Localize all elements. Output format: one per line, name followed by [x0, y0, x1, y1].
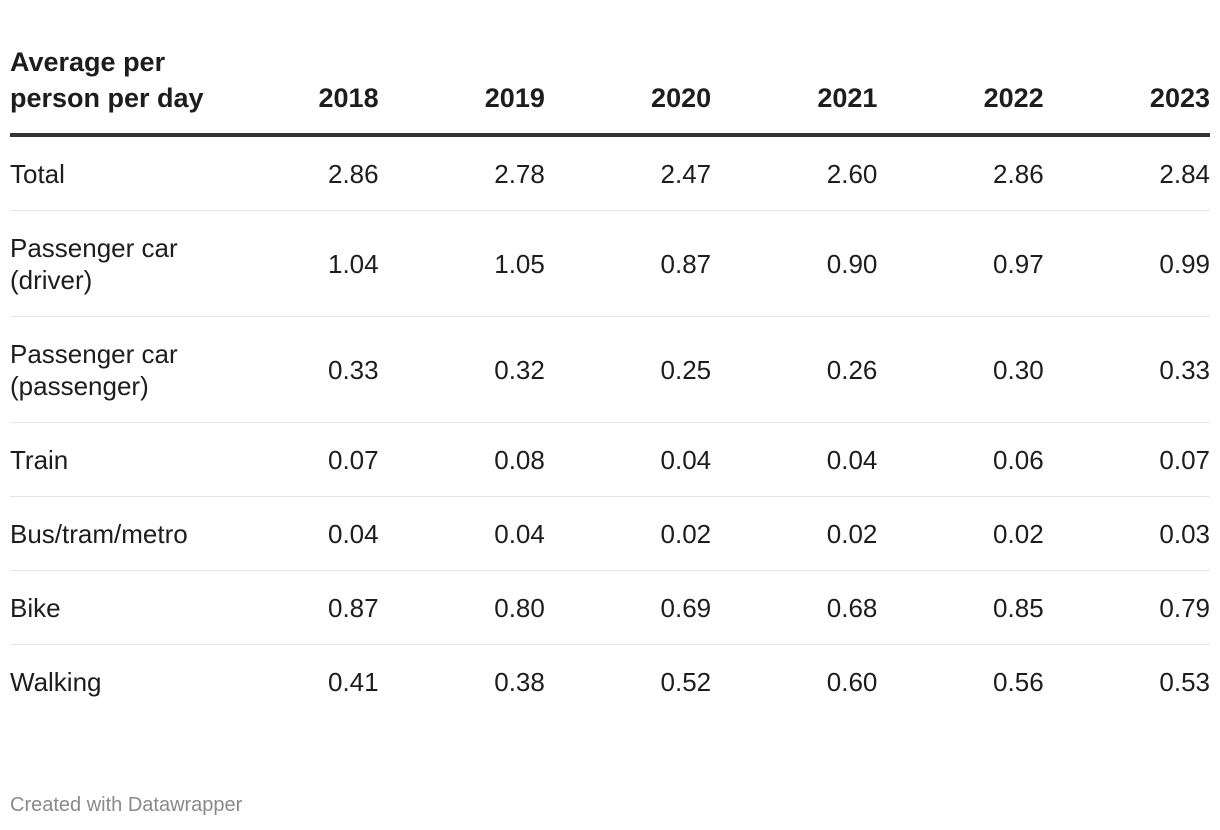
- table-cell: 0.97: [877, 210, 1044, 317]
- column-header: 2022: [877, 44, 1044, 137]
- row-label: Bus/tram/metro: [10, 496, 213, 571]
- table-cell: 0.30: [877, 316, 1044, 423]
- table-cell: 0.04: [711, 422, 878, 497]
- table-row: Bus/tram/metro 0.04 0.04 0.02 0.02 0.02 0.03: [10, 496, 1210, 571]
- data-table-container: Average per person per day 2018 2019 202…: [10, 44, 1210, 718]
- table-cell: 0.25: [544, 316, 712, 423]
- table-cell: 2.60: [711, 135, 878, 211]
- table-cell: 1.05: [378, 210, 545, 317]
- table-cell: 0.52: [660, 666, 712, 697]
- table-cell: 0.85: [877, 570, 1044, 645]
- column-header: 2020: [544, 44, 712, 137]
- table-cell: 0.26: [711, 316, 878, 423]
- table-cell: 0.03: [1043, 496, 1210, 571]
- table-cell: 0.02: [544, 496, 712, 571]
- table-cell: 0.53: [1159, 666, 1210, 697]
- table-cell: 0.69: [544, 570, 712, 645]
- table-body: Total 2.86 2.78 2.47 2.60 2.86 2.84 Passenger c…: [10, 135, 1210, 718]
- row-label: Passenger car (passenger): [10, 316, 213, 423]
- row-label: Bike: [10, 570, 213, 645]
- table-cell: 2.47: [544, 135, 712, 211]
- column-header: 2021: [711, 44, 878, 137]
- table-cell: 0.87: [212, 570, 379, 645]
- table-cell: 0.04: [378, 496, 545, 571]
- table-header-row: Average per person per day 2018 2019 202…: [10, 44, 1210, 137]
- table-row: Passenger car (driver) 1.04 1.05 0.87 0.90 0.…: [10, 210, 1210, 317]
- table-cell: 0.68: [711, 570, 878, 645]
- table-cell: 2.86: [212, 135, 379, 211]
- row-label: Passenger car (driver): [10, 210, 213, 317]
- table-row: Train 0.07 0.08 0.04 0.04 0.06 0.07: [10, 422, 1210, 497]
- table-row: Total 2.86 2.78 2.47 2.60 2.86 2.84: [10, 135, 1210, 211]
- row-label: Train: [10, 422, 213, 497]
- table-cell: 0.90: [711, 210, 878, 317]
- table-cell: 2.86: [877, 135, 1044, 211]
- table-cell: 0.02: [877, 496, 1044, 571]
- table-cell: 0.33: [1043, 316, 1210, 423]
- table-cell: 0.87: [544, 210, 712, 317]
- table-cell: 0.32: [378, 316, 545, 423]
- table-row: Bike 0.87 0.80 0.69 0.68 0.85 0.79: [10, 570, 1210, 645]
- table-cell: 0.60: [826, 666, 878, 697]
- table-cell: 0.80: [378, 570, 545, 645]
- header-label: Average per person per day: [10, 44, 213, 137]
- table-cell: 0.08: [378, 422, 545, 497]
- table-cell: 0.41: [327, 666, 379, 697]
- table-cell: 0.04: [544, 422, 712, 497]
- column-header: 2023: [1043, 44, 1210, 137]
- table-cell: 0.56: [993, 666, 1044, 697]
- table-cell: 1.04: [212, 210, 379, 317]
- table-cell: 0.07: [212, 422, 379, 497]
- column-header: 2019: [378, 44, 545, 137]
- footer-credit: Created with Datawrapper: [10, 794, 243, 816]
- row-label: Total: [10, 135, 213, 211]
- row-label: Walking: [10, 666, 102, 697]
- table-cell: 0.33: [212, 316, 379, 423]
- table-cell: 0.04: [212, 496, 379, 571]
- table-cell: 0.06: [877, 422, 1044, 497]
- table-cell: 0.07: [1043, 422, 1210, 497]
- table-cell: 2.84: [1043, 135, 1210, 211]
- table-cell: 0.79: [1043, 570, 1210, 645]
- column-header: 2018: [212, 44, 379, 137]
- data-table: Average per person per day 2018 2019 202…: [10, 44, 1210, 718]
- table-cell: 0.02: [711, 496, 878, 571]
- table-cell: 0.99: [1043, 210, 1210, 317]
- table-cell: 2.78: [378, 135, 545, 211]
- table-cell: 0.38: [494, 666, 545, 697]
- table-row: Walking 0.41 0.38 0.52 0.60 0.56 0.53: [10, 645, 1210, 719]
- table-row: Passenger car (passenger) 0.33 0.32 0.25 0.2…: [10, 316, 1210, 423]
